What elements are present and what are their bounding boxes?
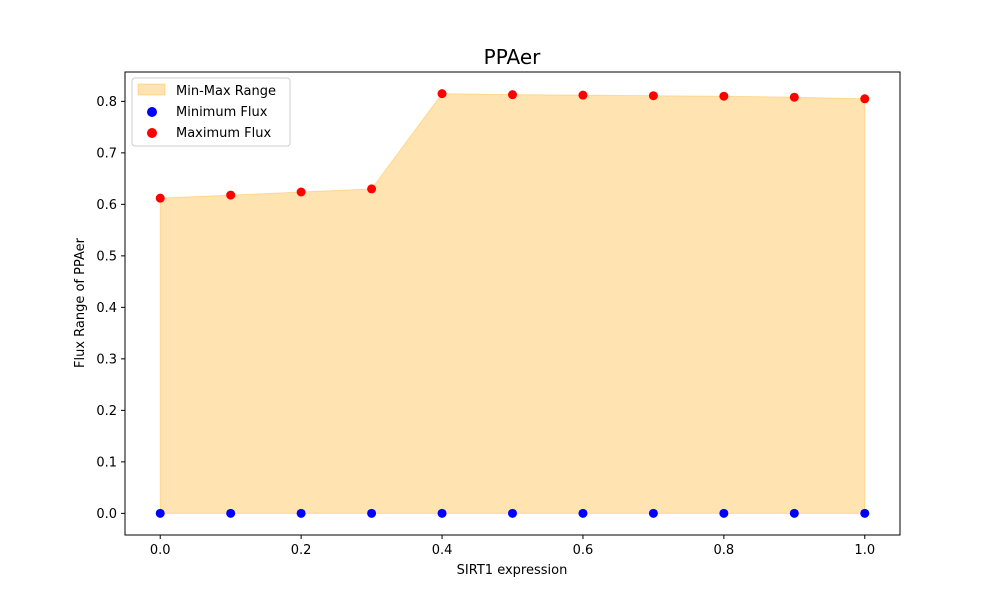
legend-range-swatch [137, 83, 166, 96]
x-tick-label: 0.6 [573, 543, 594, 558]
max-flux-point [437, 89, 447, 99]
max-flux-point [719, 91, 729, 101]
x-tick-label: 0.0 [150, 543, 171, 558]
legend-min-marker [147, 107, 157, 117]
min-flux-point [296, 508, 306, 518]
min-flux-point [226, 508, 236, 518]
x-tick-label: 1.0 [854, 543, 875, 558]
x-tick-label: 0.4 [432, 543, 453, 558]
legend-label-range: Min-Max Range [176, 84, 276, 99]
min-flux-point [508, 508, 517, 518]
max-flux-point [648, 91, 658, 101]
max-flux-point [508, 90, 517, 100]
max-flux-point [860, 94, 870, 104]
y-tick-label: 0.3 [96, 352, 117, 367]
axes-frame [124, 71, 901, 536]
y-tick-label: 0.5 [96, 249, 117, 264]
max-flux-point [367, 184, 377, 194]
min-flux-point [648, 508, 658, 518]
x-axis-label: SIRT1 expression [457, 563, 568, 578]
y-tick-label: 0.7 [96, 146, 117, 161]
axes: 0.0 0.2 0.4 0.6 0.8 1.0 0.0 0.1 0.2 0.3 0.4 0.5 0.6 0… [96, 71, 901, 558]
legend-max-marker [147, 128, 157, 138]
y-tick-label: 0.4 [96, 301, 117, 316]
chart-title: PPAer [484, 45, 541, 69]
x-tick-label: 0.2 [291, 543, 312, 558]
max-flux-point [155, 193, 165, 203]
y-tick-label: 0.2 [96, 404, 117, 419]
x-tick-label: 0.8 [714, 543, 735, 558]
y-tick-label: 0.6 [96, 198, 117, 213]
max-flux-point [789, 92, 799, 102]
min-flux-point [437, 508, 447, 518]
legend: Min-Max Range Minimum Flux Maximum Flux [131, 77, 291, 147]
min-flux-point [155, 508, 165, 518]
y-tick-label: 0.0 [96, 507, 117, 522]
y-axis-label: Flux Range of PPAer [73, 237, 88, 368]
min-flux-point [789, 508, 799, 518]
plot-area [155, 89, 870, 518]
min-flux-point [367, 508, 377, 518]
min-flux-point [578, 508, 588, 518]
y-tick-label: 0.1 [96, 455, 117, 470]
min-flux-point [860, 508, 870, 518]
max-flux-point [578, 90, 588, 100]
legend-label-max: Maximum Flux [176, 126, 272, 141]
legend-box [131, 77, 291, 147]
max-flux-point [296, 187, 306, 197]
max-flux-point [226, 190, 236, 200]
y-tick-label: 0.8 [96, 95, 117, 110]
legend-label-min: Minimum Flux [176, 105, 268, 120]
min-flux-point [719, 508, 729, 518]
